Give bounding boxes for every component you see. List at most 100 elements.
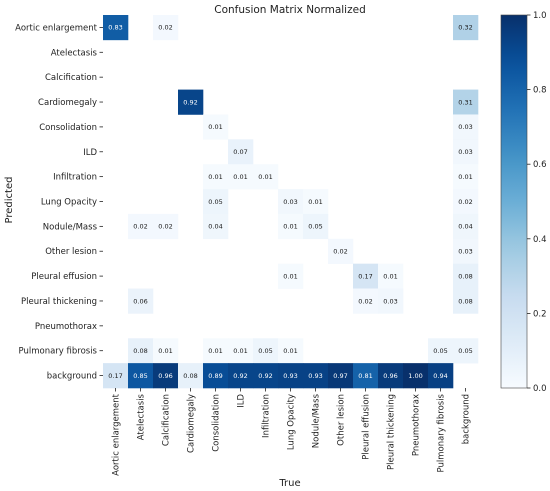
y-tick-label: Pneumothorax [35,322,97,332]
x-tick-label: Aortic enlargement [112,393,122,475]
x-tick-label: Pleural effusion [362,394,372,460]
heatmap-cell [253,363,279,389]
cell-value-label: 0.01 [208,123,222,131]
cell-value-label: 0.02 [158,24,172,32]
x-tick-label: Consolidation [212,394,222,452]
y-tick-label: Pleural effusion [31,272,97,282]
y-tick-label: Consolidation [39,123,97,133]
cell-value-label: 0.89 [208,372,222,380]
cell-value-label: 0.01 [283,223,297,231]
heatmap-cell [453,164,479,190]
y-tick-label: Pleural thickening [21,297,97,307]
cell-value-label: 0.07 [233,148,247,156]
y-tick-label: Cardiomegaly [38,98,97,108]
heatmap-cell [303,363,329,389]
cell-value-label: 0.92 [183,98,197,106]
heatmap-cell [253,338,279,364]
cell-value-label: 0.01 [458,173,472,181]
x-tick-label: Infiltration [262,394,272,438]
cell-value-label: 0.97 [333,372,347,380]
heatmap-cell [428,363,454,389]
cell-value-label: 0.05 [258,347,272,355]
cell-value-label: 0.06 [133,297,147,305]
cell-value-label: 0.03 [458,248,472,256]
heatmap-cell [153,338,179,364]
heatmap-cell [328,238,354,264]
cell-value-label: 0.02 [158,223,172,231]
colorbar-tick-label: 1.0 [533,11,547,21]
heatmap-cell [453,238,479,264]
cell-value-label: 0.01 [233,347,247,355]
cell-value-label: 0.81 [358,372,372,380]
heatmap-cell [228,338,254,364]
colorbar-tick-label: 0.0 [533,384,547,394]
y-tick-label: Other lesion [45,247,97,257]
x-axis: Aortic enlargement Atelectasis Calcificati… [112,388,472,476]
cell-value-label: 0.04 [458,223,472,231]
chart-title: Confusion Matrix Normalized [214,4,366,16]
heatmap-cells: 0.83 0.02 0.32 0.92 0.31 0.01 0.03 0.07 0.03 0.01… [103,15,479,389]
heatmap-cell [378,263,404,289]
heatmap-cell [153,213,179,240]
cell-value-label: 0.05 [433,347,447,355]
cell-value-label: 0.08 [458,272,472,280]
heatmap-cell [128,288,154,314]
cell-value-label: 0.17 [358,272,372,280]
heatmap-cell [278,263,304,289]
cell-value-label: 0.17 [108,372,122,380]
colorbar-tick-label: 0.2 [533,309,547,319]
heatmap-cell [453,213,479,240]
cell-value-label: 0.03 [283,198,297,206]
heatmap-cell [203,164,229,190]
heatmap-cell [278,189,304,215]
y-tick-label: Aortic enlargement [15,23,97,33]
heatmap-cell [453,263,479,289]
cell-value-label: 0.08 [458,297,472,305]
cell-value-label: 0.01 [158,347,172,355]
colorbar-gradient [500,14,528,389]
cell-value-label: 0.02 [358,297,372,305]
y-tick-label: Pulmonary fibrosis [18,347,97,357]
cell-value-label: 0.08 [133,347,147,355]
heatmap-cell [453,114,479,140]
y-axis: Aortic enlargement Atelectasis Calcificati… [15,23,103,382]
heatmap-cell [453,338,479,364]
cell-value-label: 0.01 [208,347,222,355]
cell-value-label: 0.92 [233,372,247,380]
x-tick-label: Pleural thickening [387,394,397,470]
x-tick-label: background [462,394,472,444]
heatmap-cell [278,363,304,389]
cell-value-label: 0.83 [108,24,122,32]
heatmap-cell [128,213,154,240]
cell-value-label: 0.03 [383,297,397,305]
heatmap-cell [153,15,179,41]
y-tick-label: Infiltration [53,173,97,183]
cell-value-label: 0.31 [458,98,472,106]
heatmap-cell [203,189,229,215]
cell-value-label: 0.05 [458,347,472,355]
heatmap-cell [303,213,329,240]
cell-value-label: 0.94 [433,372,447,380]
heatmap-cell [253,164,279,190]
cell-value-label: 0.03 [458,148,472,156]
heatmap-cell [228,164,254,190]
heatmap-cell [203,114,229,140]
heatmap-cell [178,89,204,115]
cell-value-label: 0.92 [258,372,272,380]
heatmap-cell [128,363,154,389]
heatmap-cell [303,189,329,215]
x-tick-label: Pneumothorax [412,394,422,456]
heatmap-cell [103,363,129,389]
heatmap-cell [278,213,304,240]
x-axis-label: True [278,478,300,489]
y-tick-label: Lung Opacity [41,198,97,208]
cell-value-label: 0.93 [283,372,297,380]
heatmap-cell [178,363,204,389]
heatmap-cell [353,288,379,314]
cell-value-label: 0.02 [458,198,472,206]
x-tick-label: Lung Opacity [287,394,297,450]
heatmap-cell [328,363,354,389]
cell-value-label: 0.85 [133,372,147,380]
heatmap-cell [228,139,254,165]
